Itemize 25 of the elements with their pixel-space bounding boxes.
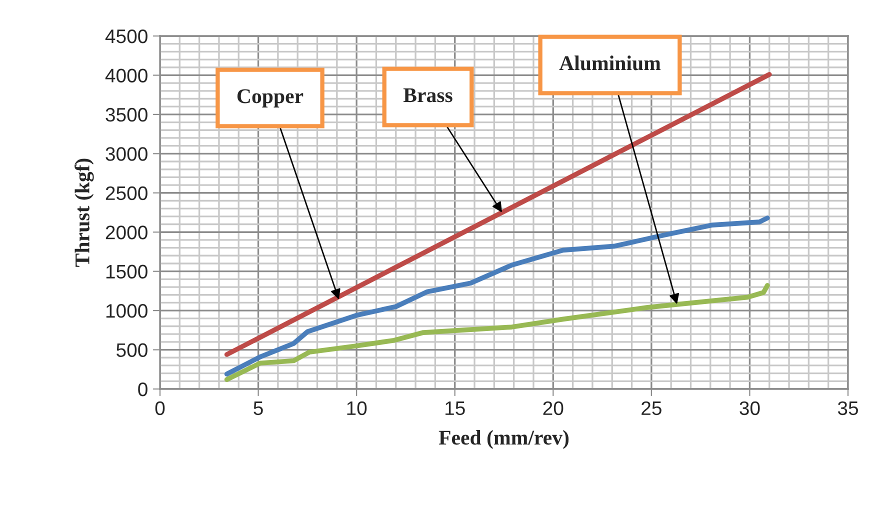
y-tick-label: 4500 bbox=[105, 29, 148, 44]
y-tick-label: 2500 bbox=[106, 186, 148, 200]
y-tick-label: 1000 bbox=[106, 304, 148, 318]
y-tick-label: 500 bbox=[116, 343, 148, 358]
annotation: Aluminium bbox=[559, 56, 661, 70]
y-tick-label: 2000 bbox=[106, 226, 148, 240]
line-series bbox=[224, 283, 770, 382]
x-tick-label: 10 bbox=[347, 401, 367, 416]
x-tick-label: 0 bbox=[155, 401, 165, 416]
y-tick-label: 1500 bbox=[106, 264, 148, 279]
x-tick-label: 20 bbox=[543, 401, 564, 416]
y-tick-label: 4000 bbox=[105, 68, 148, 82]
x-tick-label: 30 bbox=[740, 401, 760, 416]
x-tick-label: 35 bbox=[838, 401, 858, 416]
x-axis-title: Feed (mm/rev) bbox=[438, 430, 569, 449]
annotation: Copper bbox=[237, 89, 304, 108]
y-axis-title: Thrust (kgf) bbox=[74, 158, 94, 267]
y-tick-label: 3000 bbox=[106, 147, 148, 161]
y-tick-label: 0 bbox=[138, 382, 148, 396]
y-tick-label: 3500 bbox=[106, 108, 148, 122]
x-tick-label: 5 bbox=[254, 402, 263, 416]
x-tick-label: 15 bbox=[446, 402, 465, 416]
x-tick-label: 25 bbox=[642, 401, 662, 416]
line-series bbox=[224, 216, 770, 377]
annotation: Brass bbox=[403, 88, 452, 102]
